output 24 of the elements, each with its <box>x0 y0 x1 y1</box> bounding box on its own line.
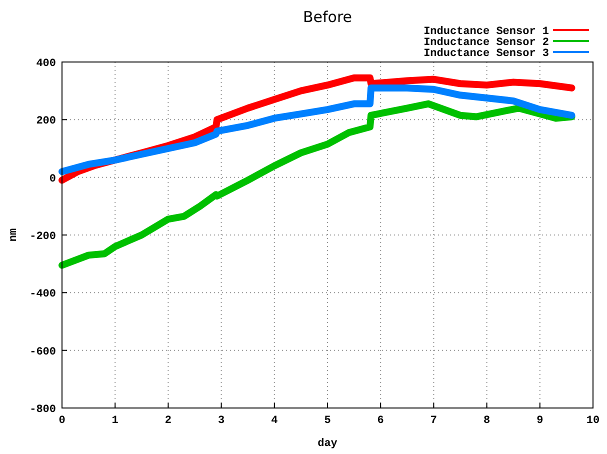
legend-label: Inductance Sensor 3 <box>424 48 550 60</box>
x-tick-label: 2 <box>164 415 172 427</box>
chart-title: Before <box>302 8 352 26</box>
y-tick-label: 200 <box>36 116 56 128</box>
y-tick-label: 0 <box>49 173 56 186</box>
x-tick-label: 3 <box>218 415 225 427</box>
y-tick-label: -600 <box>30 346 56 358</box>
y-tick-label: -800 <box>30 404 56 416</box>
y-tick-label: -200 <box>30 231 56 243</box>
x-tick-label: 5 <box>324 415 332 427</box>
legend-label: Inductance Sensor 1 <box>424 26 550 38</box>
x-tick-label: 1 <box>112 415 119 427</box>
x-tick-label: 8 <box>483 415 490 427</box>
x-tick-label: 6 <box>377 415 384 427</box>
y-tick-label: -400 <box>30 288 56 301</box>
x-tick-label: 7 <box>430 415 438 427</box>
x-tick-label: 4 <box>271 415 278 427</box>
x-tick-label: 9 <box>536 415 544 427</box>
x-tick-label: 0 <box>58 415 66 427</box>
legend-label: Inductance Sensor 2 <box>424 37 549 49</box>
y-axis-title: nm <box>8 228 20 242</box>
x-axis-title: day <box>318 438 338 450</box>
y-tick-label: 400 <box>36 58 56 70</box>
x-tick-label: 10 <box>586 415 600 427</box>
